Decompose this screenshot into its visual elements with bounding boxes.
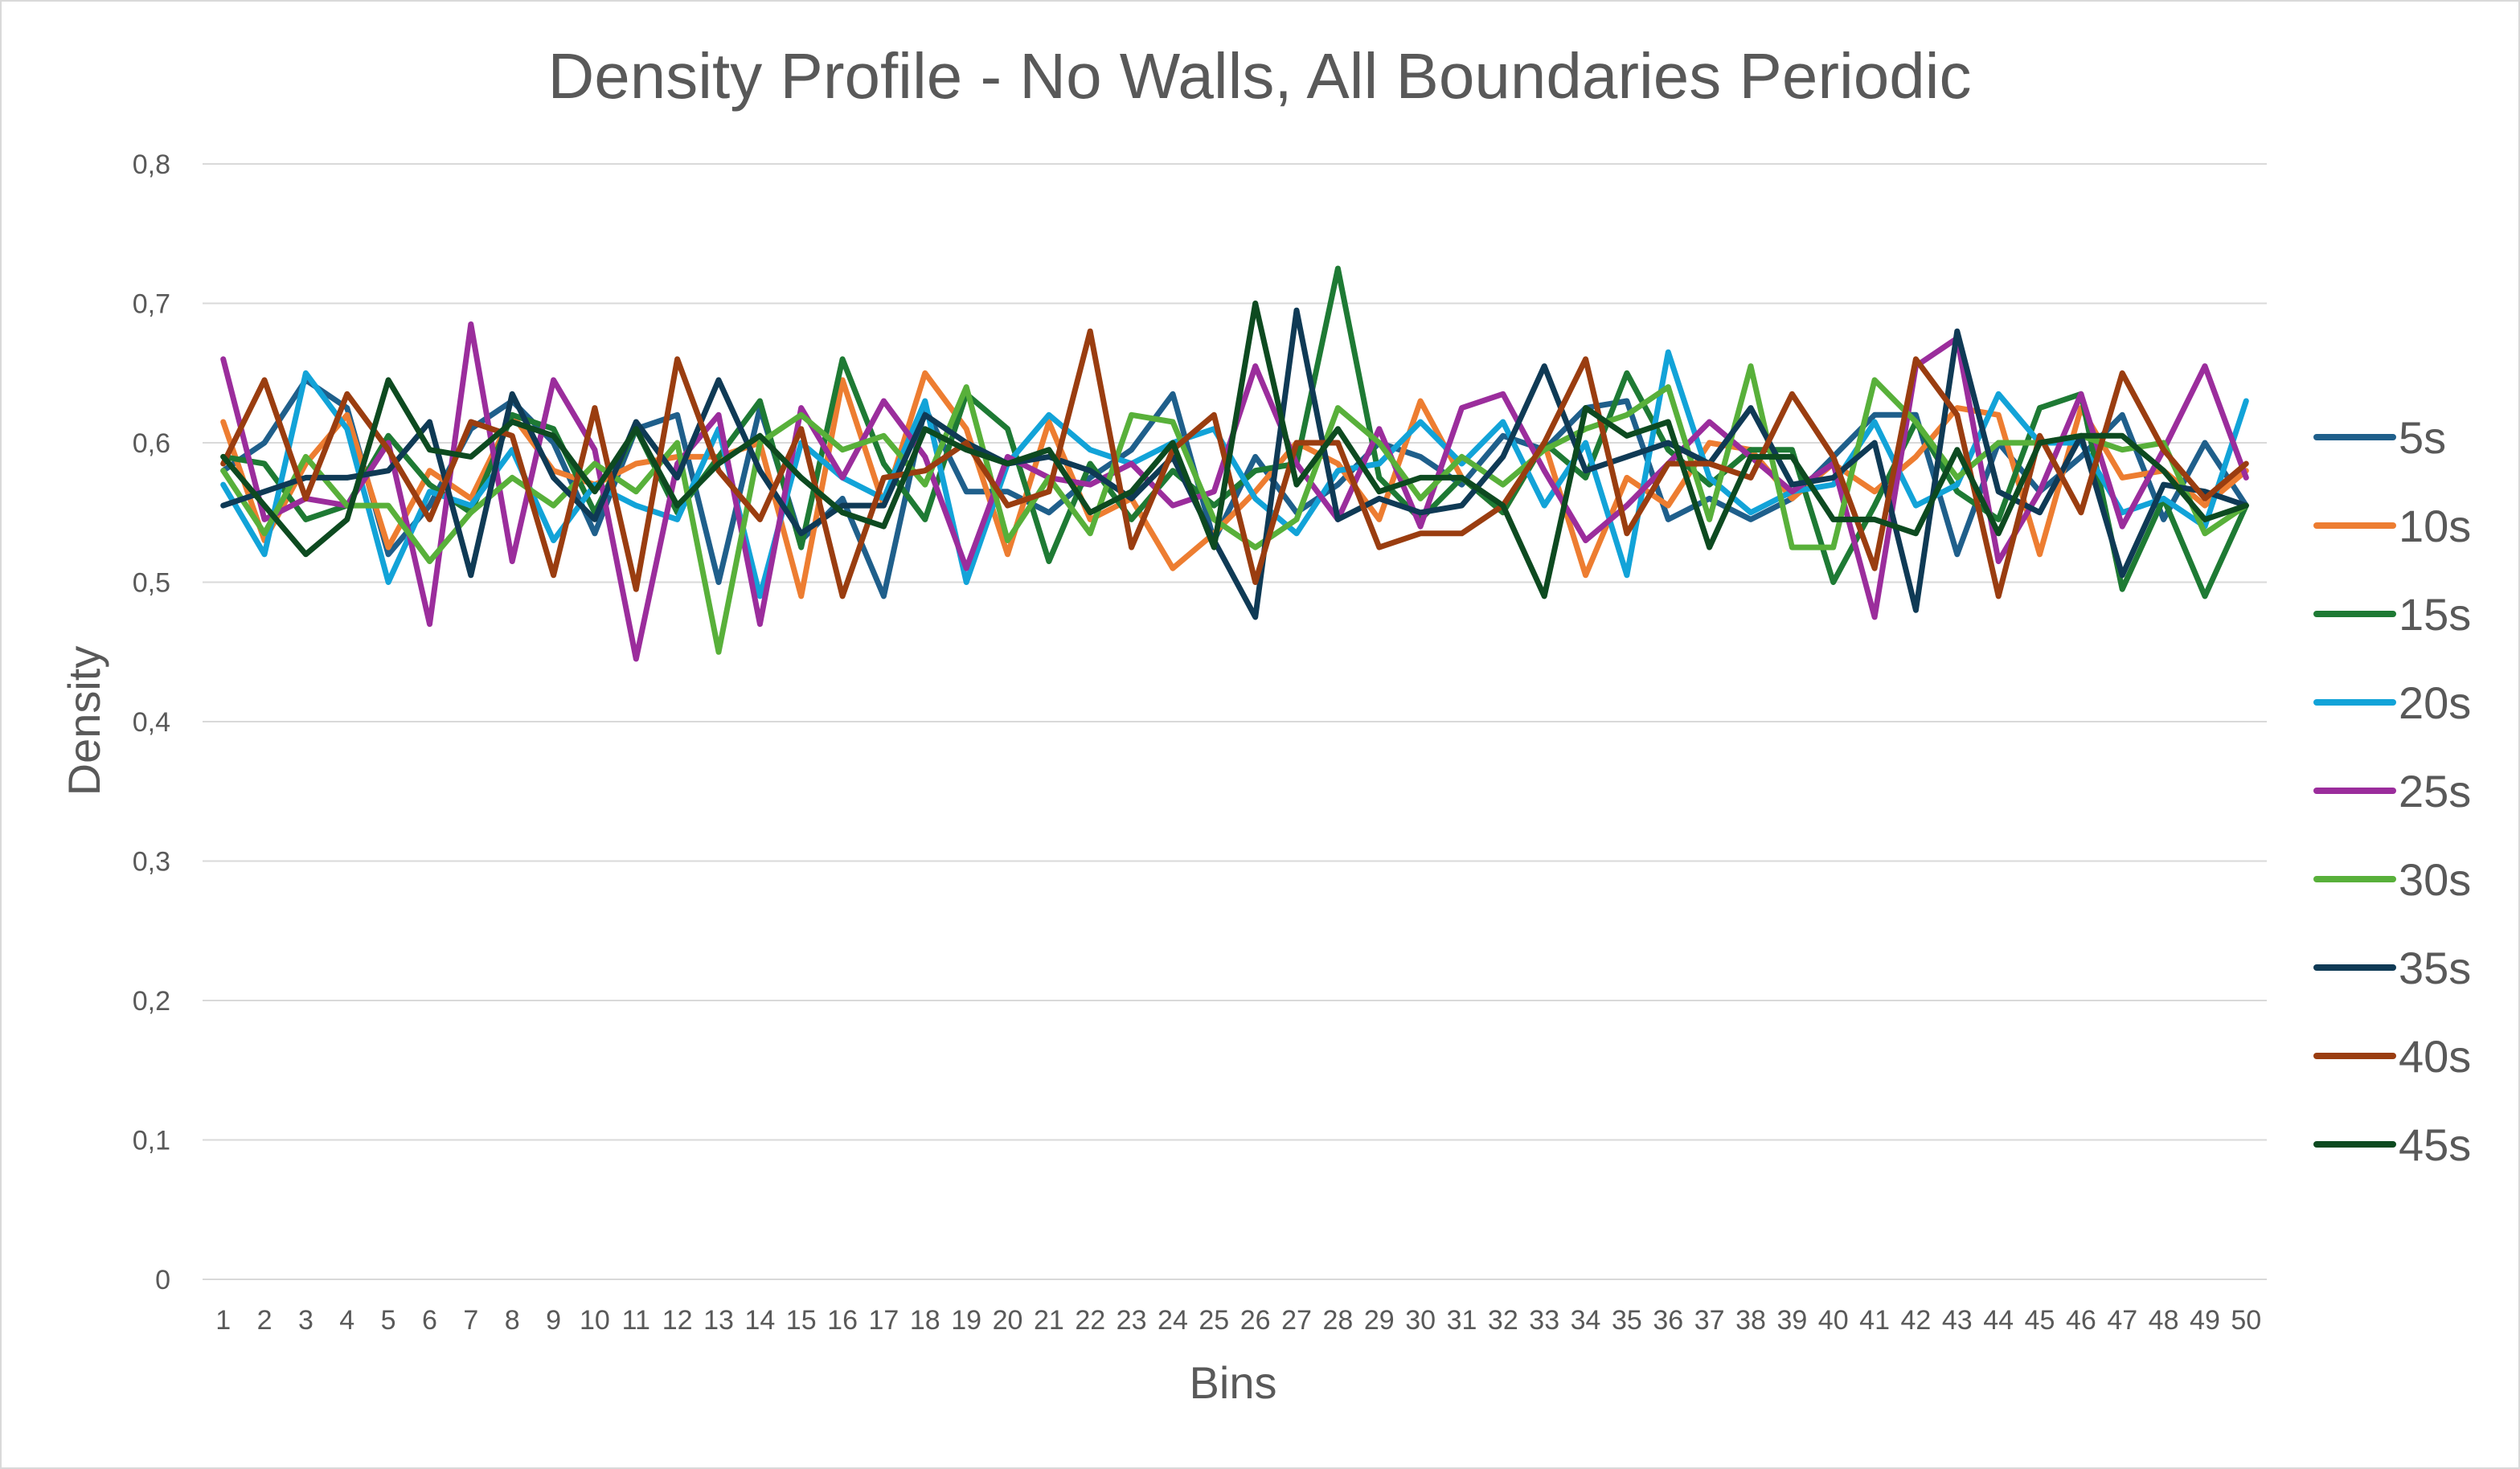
legend-item: 40s [2313,1031,2471,1082]
legend-label: 35s [2399,943,2471,993]
x-tick-label: 7 [463,1305,478,1336]
legend-item: 10s [2313,501,2471,551]
legend: 5s 10s 15s 20s 25s 30s 35s 40s 45s [2313,412,2471,1170]
legend-label: 40s [2399,1031,2471,1082]
legend-item: 30s [2313,854,2471,905]
legend-item: 35s [2313,943,2471,993]
x-tick-label: 15 [786,1305,817,1336]
legend-item: 20s [2313,677,2471,728]
x-tick-label: 10 [580,1305,610,1336]
x-tick-label: 39 [1776,1305,1807,1336]
x-axis-ticks: 1 2 3 4 5 6 7 8 9 10 11 12 13 14 15 16 17 18 19 20 21 22 23 24 2… [215,1305,2261,1336]
y-tick-label: 0,4 [133,707,170,738]
x-tick-label: 30 [1405,1305,1436,1336]
legend-item: 25s [2313,766,2471,816]
legend-label: 45s [2399,1119,2471,1170]
x-tick-label: 13 [703,1305,734,1336]
x-tick-label: 22 [1075,1305,1105,1336]
x-tick-label: 16 [827,1305,858,1336]
x-tick-label: 45 [2025,1305,2055,1336]
x-tick-label: 44 [1983,1305,2014,1336]
y-tick-label: 0 [155,1265,170,1295]
x-tick-label: 23 [1117,1305,1147,1336]
series-line-45s [220,301,2249,599]
x-tick-label: 9 [546,1305,561,1336]
x-tick-label: 18 [910,1305,940,1336]
y-axis-title: Density [59,646,109,796]
legend-item: 15s [2313,589,2471,640]
series-line-30s [220,363,2249,655]
x-tick-label: 27 [1281,1305,1312,1336]
y-tick-label: 0,1 [133,1126,170,1156]
x-tick-label: 24 [1158,1305,1188,1336]
y-tick-label: 0,5 [133,568,170,599]
y-axis-ticks: 0 0,1 0,2 0,3 0,4 0,5 0,6 0,7 0,8 [133,149,170,1295]
x-tick-label: 40 [1818,1305,1849,1336]
series-line-40s [220,328,2249,599]
x-tick-label: 46 [2066,1305,2096,1336]
x-tick-label: 50 [2231,1305,2261,1336]
legend-label: 10s [2399,501,2471,551]
x-axis-title: Bins [1190,1357,1277,1408]
y-tick-label: 0,6 [133,428,170,459]
x-tick-label: 29 [1364,1305,1395,1336]
legend-label: 20s [2399,677,2471,728]
series-lines [220,265,2249,662]
x-tick-label: 42 [1901,1305,1932,1336]
y-tick-label: 0,8 [133,149,170,180]
x-tick-label: 33 [1529,1305,1559,1336]
x-tick-label: 34 [1571,1305,1601,1336]
legend-item: 5s [2313,412,2446,463]
x-tick-label: 1 [215,1305,231,1336]
x-tick-label: 2 [257,1305,272,1336]
series-line-20s [220,349,2249,599]
x-tick-label: 35 [1612,1305,1642,1336]
x-tick-label: 21 [1034,1305,1064,1336]
y-tick-label: 0,7 [133,289,170,320]
x-tick-label: 3 [298,1305,313,1336]
x-tick-label: 32 [1488,1305,1518,1336]
x-tick-label: 37 [1694,1305,1725,1336]
x-tick-label: 20 [993,1305,1023,1336]
legend-label: 25s [2399,766,2471,816]
x-tick-label: 43 [1942,1305,1973,1336]
x-tick-label: 41 [1859,1305,1890,1336]
legend-label: 5s [2399,412,2446,463]
x-tick-label: 25 [1199,1305,1229,1336]
x-tick-label: 38 [1735,1305,1766,1336]
x-tick-label: 8 [505,1305,520,1336]
x-tick-label: 6 [422,1305,437,1336]
x-tick-label: 31 [1447,1305,1477,1336]
x-tick-label: 4 [339,1305,354,1336]
x-tick-label: 36 [1653,1305,1683,1336]
y-tick-label: 0,2 [133,986,170,1017]
x-tick-label: 26 [1240,1305,1271,1336]
y-tick-label: 0,3 [133,847,170,878]
series-line-10s [220,370,2249,599]
legend-item: 45s [2313,1119,2471,1170]
series-line-35s [220,307,2249,620]
x-tick-label: 17 [869,1305,899,1336]
x-tick-label: 28 [1322,1305,1353,1336]
x-tick-label: 5 [381,1305,396,1336]
legend-label: 15s [2399,589,2471,640]
x-tick-label: 11 [622,1305,650,1336]
x-tick-label: 48 [2149,1305,2179,1336]
x-tick-label: 14 [744,1305,775,1336]
legend-label: 30s [2399,854,2471,905]
x-tick-label: 47 [2107,1305,2137,1336]
chart-title: Density Profile - No Walls, All Boundari… [547,40,1971,112]
x-tick-label: 49 [2190,1305,2220,1336]
x-tick-label: 19 [951,1305,981,1336]
x-tick-label: 12 [662,1305,693,1336]
